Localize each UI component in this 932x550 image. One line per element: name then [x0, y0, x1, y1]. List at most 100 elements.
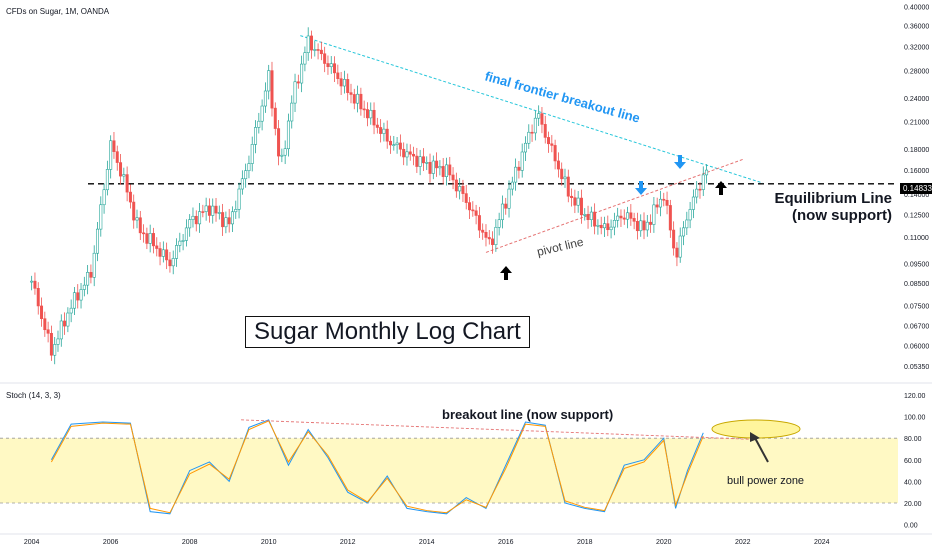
candle-body [79, 289, 83, 301]
candle-body [566, 176, 570, 197]
time-tick-label: 2016 [498, 539, 514, 546]
candle-body [125, 174, 129, 193]
candle-body [622, 217, 626, 220]
candle-body [346, 79, 350, 93]
time-tick-label: 2008 [182, 539, 198, 546]
candle-body [481, 229, 485, 233]
candle-body [184, 227, 188, 241]
candle-body [40, 305, 44, 319]
candle-body [682, 227, 686, 237]
candle-body [494, 226, 498, 246]
candle-body [556, 160, 560, 170]
candle-body [72, 292, 76, 309]
candle-body [46, 329, 50, 334]
candle-body [576, 197, 580, 206]
candle-body [237, 188, 241, 210]
candle-body [158, 248, 162, 257]
candle-body [510, 181, 514, 190]
candle-body [517, 166, 521, 171]
candle-body [435, 160, 439, 169]
candle-body [645, 221, 649, 231]
stochastic-panel: 0.00 20.00 40.00 60.00 80.00 100.00 120.00 [0, 393, 926, 530]
candle-body [652, 204, 656, 225]
price-tick-label: 0.18000 [904, 147, 929, 154]
candle-body [662, 198, 666, 201]
price-tick-label: 0.28000 [904, 68, 929, 75]
time-tick-label: 2012 [340, 539, 356, 546]
candle-body [491, 238, 495, 246]
time-tick-label: 2020 [656, 539, 672, 546]
up-arrow-2015 [500, 266, 512, 280]
last-price-tag: 0.14833 [900, 183, 932, 194]
candle-body [375, 124, 379, 128]
candle-body [603, 223, 607, 229]
candle-body [359, 93, 363, 110]
candle-body [313, 49, 317, 51]
stoch-tick-label: 120.00 [904, 393, 926, 400]
candle-body [398, 142, 402, 150]
stoch-band-fill [0, 438, 898, 503]
candle-body [487, 237, 491, 240]
candle-body [148, 233, 152, 244]
candle-body [583, 214, 587, 216]
candle-body [356, 93, 360, 104]
stoch-tick-label: 60.00 [904, 458, 922, 465]
candle-body [33, 280, 37, 289]
candle-body [191, 215, 195, 220]
candle-body [300, 63, 304, 84]
candle-body [415, 155, 419, 167]
candle-body [405, 151, 409, 158]
candle-body [649, 221, 653, 225]
candle-body [527, 131, 531, 144]
candle-body [563, 176, 567, 180]
candle-body [122, 174, 126, 177]
candle-body [448, 164, 452, 176]
stochastic-lines [50, 419, 801, 515]
time-tick-label: 2004 [24, 539, 40, 546]
candle-body [142, 232, 146, 235]
candle-body [138, 217, 142, 234]
candle-body [678, 235, 682, 258]
candle-body [589, 211, 593, 221]
candle-body [280, 154, 284, 157]
candle-body [543, 124, 547, 138]
candle-body [468, 202, 472, 211]
candle-body [221, 212, 225, 228]
candle-body [214, 205, 218, 214]
candle-body [290, 102, 294, 122]
candle-body [668, 205, 672, 231]
candle-body [523, 142, 527, 153]
candle-body [171, 258, 175, 267]
candle-body [428, 162, 432, 174]
candle-body [688, 209, 692, 221]
candle-body [675, 247, 679, 258]
candle-body [418, 156, 422, 167]
price-axis: 0.40000 0.36000 0.32000 0.28000 0.24000 0.210… [0, 5, 932, 384]
candle-body [109, 140, 113, 170]
candle-body [461, 186, 465, 194]
candle-body [412, 153, 416, 157]
pivot-line [485, 158, 743, 253]
candle-body [474, 210, 478, 216]
candle-body [323, 53, 327, 64]
equilibrium-line-subtitle: (now support) [792, 207, 892, 224]
candle-body [586, 214, 590, 221]
candle-body [194, 215, 198, 225]
time-tick-label: 2018 [577, 539, 593, 546]
candle-body [573, 197, 577, 206]
candle-body [658, 198, 662, 208]
candle-body [115, 151, 119, 163]
candle-body [497, 219, 501, 228]
candle-body [352, 94, 356, 104]
bull-zone-ellipse [711, 419, 801, 439]
price-tick-label: 0.05350 [904, 364, 929, 371]
candle-body [59, 320, 63, 340]
price-tick-label: 0.14000 [904, 192, 929, 199]
time-tick-label: 2014 [419, 539, 435, 546]
final-frontier-breakout-line [300, 35, 763, 184]
price-candles [30, 27, 709, 365]
equilibrium-line-title: Equilibrium Line [774, 190, 892, 207]
candle-body [698, 188, 702, 191]
candle-body [326, 63, 330, 68]
